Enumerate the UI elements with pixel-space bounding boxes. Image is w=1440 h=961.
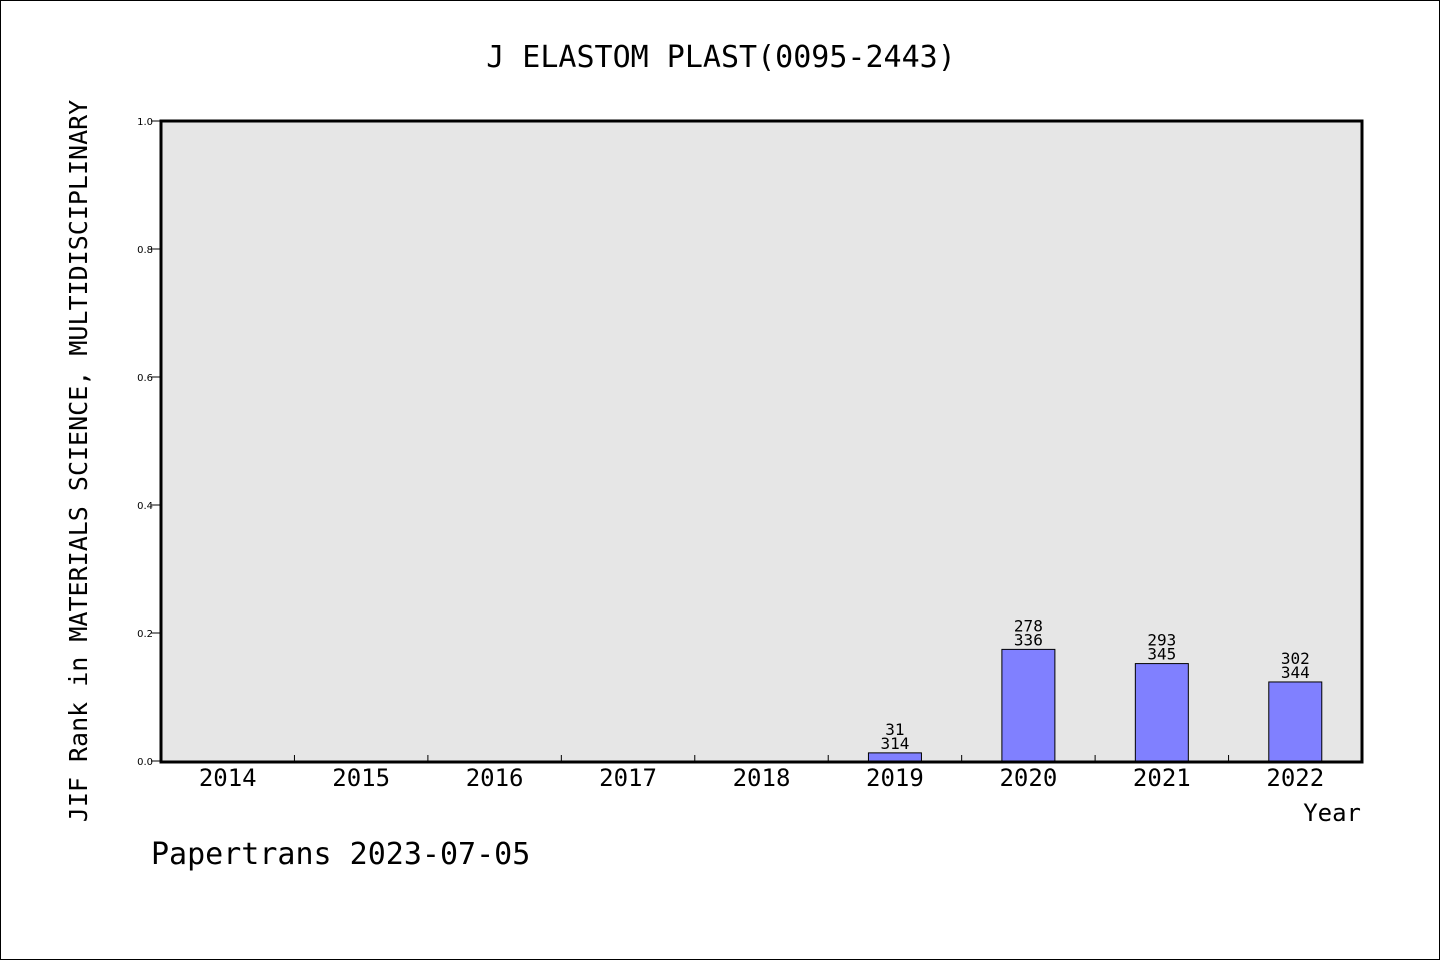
bar-rank-label: 31 xyxy=(885,720,904,739)
x-axis-label: Year xyxy=(1303,799,1361,827)
y-tick-label: 0.2 xyxy=(137,629,153,640)
bar-total-label: 345 xyxy=(1147,645,1176,664)
y-tick-label: 0.0 xyxy=(137,757,153,768)
bar-rank-label: 302 xyxy=(1281,649,1310,668)
x-tick-label: 2016 xyxy=(466,764,524,792)
bar-total-label: 344 xyxy=(1281,663,1310,682)
bar-total-label: 314 xyxy=(880,734,909,753)
x-tick-label: 2020 xyxy=(999,764,1057,792)
y-axis-label: JIF Rank in MATERIALS SCIENCE, MULTIDISC… xyxy=(64,100,93,822)
x-tick-label: 2015 xyxy=(332,764,390,792)
bar-2022 xyxy=(1268,681,1323,762)
bar-2019 xyxy=(867,752,922,762)
bar-total-label: 336 xyxy=(1014,630,1043,649)
x-tick-label: 2018 xyxy=(733,764,791,792)
chart-title: J ELASTOM PLAST(0095-2443) xyxy=(486,40,956,75)
bar-2020 xyxy=(1001,648,1056,762)
bar-rank-label: 293 xyxy=(1147,631,1176,650)
x-tick-label: 2021 xyxy=(1133,764,1191,792)
x-ticks-group: 2014 2015 2016 2017 2018 2019 2020 2021 2022 xyxy=(199,755,1324,792)
x-tick-label: 2022 xyxy=(1266,764,1324,792)
y-ticks-group: 0.0 0.2 0.4 0.6 0.8 1.0 xyxy=(137,117,161,768)
bar-rank-label: 278 xyxy=(1014,616,1043,635)
plot-area xyxy=(159,119,1364,764)
footer-text: Papertrans 2023-07-05 xyxy=(151,837,530,872)
y-tick-label: 0.6 xyxy=(137,373,153,384)
x-tick-label: 2014 xyxy=(199,764,257,792)
x-tick-label: 2019 xyxy=(866,764,924,792)
y-tick-label: 0.4 xyxy=(137,501,153,512)
x-tick-label: 2017 xyxy=(599,764,657,792)
y-tick-label: 0.8 xyxy=(137,245,153,256)
y-tick-label: 1.0 xyxy=(137,117,153,128)
bar-2021 xyxy=(1134,663,1189,762)
